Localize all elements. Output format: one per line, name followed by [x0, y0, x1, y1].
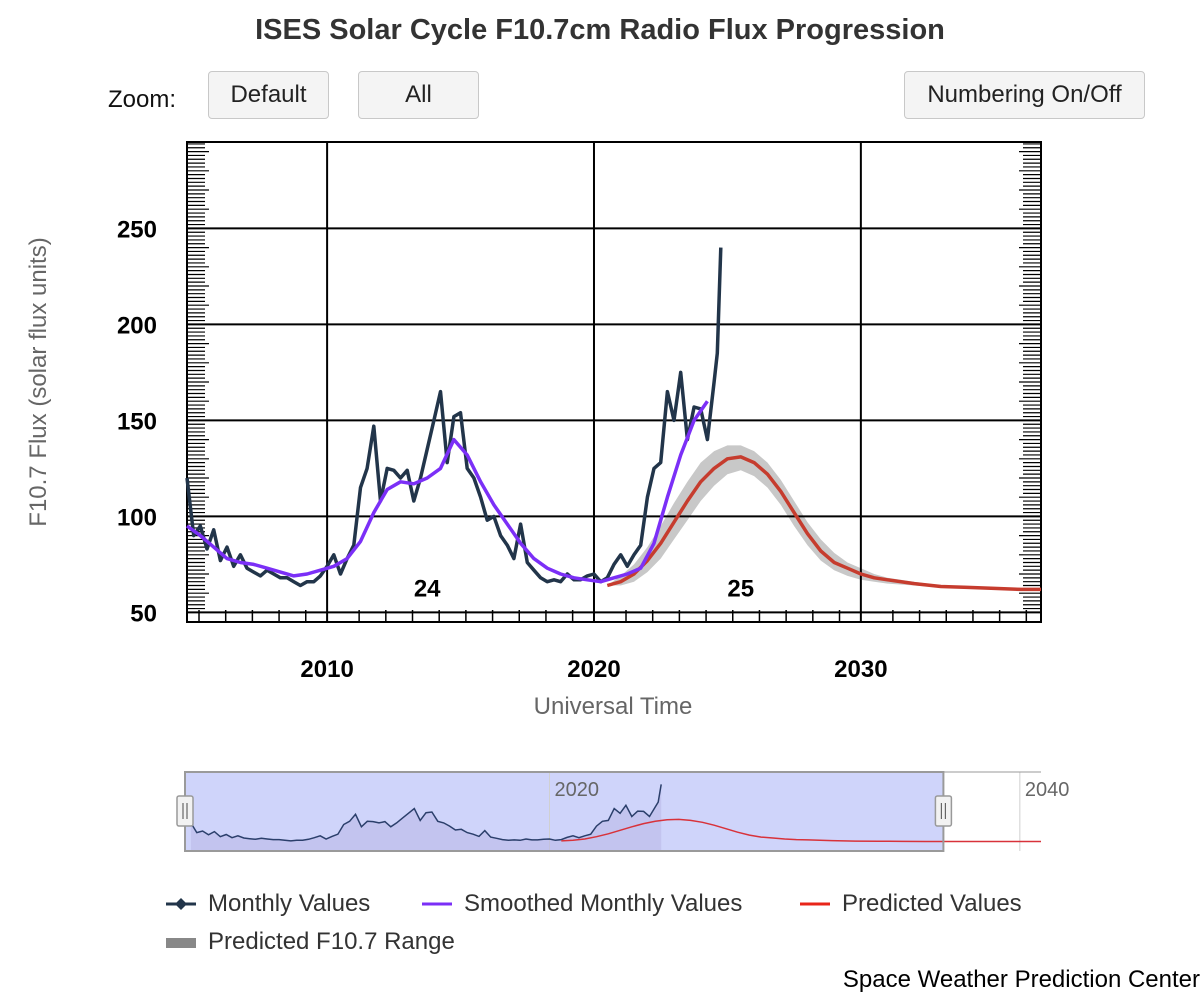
legend-diamond-line-icon: [166, 898, 196, 910]
series-layer: [185, 247, 1041, 592]
navigator-monthly-line: [190, 784, 662, 842]
flux-chart[interactable]: 50 100 150 200 250 2010 2020 2030 Universal Time…: [0, 0, 1200, 870]
legend-item-predicted[interactable]: Predicted Values: [800, 890, 1022, 918]
footer-credit: Space Weather Prediction Center: [842, 966, 1200, 993]
plot-border: [186, 141, 1042, 623]
zoom-all-button[interactable]: All: [358, 71, 479, 119]
legend-label: Predicted Values: [842, 890, 1022, 917]
predicted-range-band: [607, 445, 1041, 591]
zoom-label: Zoom:: [108, 86, 177, 113]
monthly-line: [185, 247, 723, 588]
cycle-label: 24: [414, 575, 441, 602]
legend-line-icon: [422, 902, 452, 906]
x-tick-label: 2020: [567, 656, 620, 683]
grid-layer: [186, 141, 1042, 623]
y-tick-label: 200: [117, 312, 157, 339]
y-tick-label: 250: [117, 216, 157, 243]
navigator-tick-label: 2020: [555, 779, 600, 801]
x-tick-label: 2010: [300, 656, 353, 683]
navigator-tick-label: 2040: [1025, 779, 1070, 801]
legend-bar-icon: [166, 938, 196, 948]
y-tick-label: 150: [117, 408, 157, 435]
predicted-line: [606, 455, 1041, 592]
navigator-predicted-line: [561, 818, 1041, 843]
predicted-range-layer: [607, 445, 1041, 591]
legend-line-icon: [800, 902, 830, 906]
cycle-label: 25: [727, 575, 754, 602]
navigator[interactable]: 2020 2040: [176, 771, 1070, 852]
navigator-left-handle[interactable]: [176, 795, 194, 827]
smoothed-line: [185, 400, 709, 584]
legend-label: Monthly Values: [208, 890, 371, 917]
y-tick-label: 100: [117, 504, 157, 531]
y-axis-title: F10.7 Flux (solar flux units): [25, 237, 52, 526]
x-tick-label: 2030: [834, 656, 887, 683]
legend-label: Smoothed Monthly Values: [464, 890, 743, 917]
navigator-area: [190, 784, 662, 851]
labels-layer: 50 100 150 200 250 2010 2020 2030 Universal Time…: [25, 216, 888, 720]
legend-item-range[interactable]: Predicted F10.7 Range: [166, 928, 455, 956]
legend-label: Predicted F10.7 Range: [208, 928, 455, 955]
chart-title: ISES Solar Cycle F10.7cm Radio Flux Prog…: [255, 14, 945, 46]
zoom-default-button[interactable]: Default: [208, 71, 329, 119]
legend-item-smoothed[interactable]: Smoothed Monthly Values: [422, 890, 742, 918]
y-tick-label: 50: [130, 600, 157, 627]
navigator-right-handle[interactable]: [934, 795, 953, 827]
x-axis-title: Universal Time: [534, 693, 693, 720]
numbering-toggle-button[interactable]: Numbering On/Off: [904, 71, 1145, 119]
legend-item-monthly[interactable]: Monthly Values: [166, 890, 370, 918]
